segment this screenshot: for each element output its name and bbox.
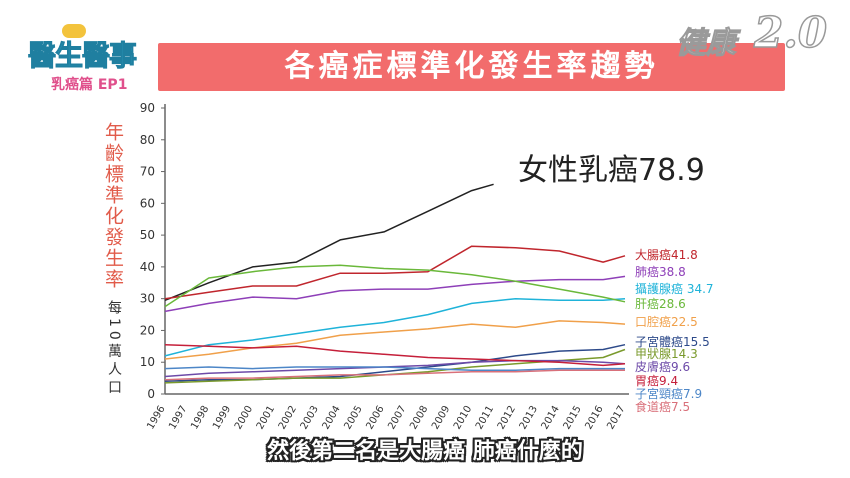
- series-line-口腔癌: [164, 320, 626, 360]
- y-tick-label: 40: [140, 260, 155, 274]
- x-tick-label: 2011: [474, 404, 496, 432]
- y-axis-label: 年齡標準化發生率: [102, 122, 124, 290]
- brand-number: 2.0: [753, 7, 828, 58]
- x-tick-label: 1999: [211, 404, 233, 432]
- chart-title: 各癌症標準化發生率趨勢: [284, 49, 659, 84]
- y-tick-label: 50: [140, 228, 155, 242]
- x-tick-label: 2014: [540, 404, 562, 432]
- x-tick-label: 2005: [342, 404, 364, 432]
- x-tick-label: 2013: [518, 404, 540, 432]
- x-tick-label: 2003: [299, 404, 321, 432]
- y-tick-label: 60: [140, 196, 155, 210]
- series-label: 女性乳癌78.9: [518, 153, 705, 188]
- x-tick-label: 1996: [145, 404, 167, 432]
- x-tick-label: 2010: [452, 404, 474, 432]
- x-tick-label: 2017: [605, 404, 627, 432]
- series-label: 食道癌7.5: [635, 399, 690, 414]
- series-label: 肺癌38.8: [635, 264, 686, 279]
- y-tick-label: 80: [140, 133, 155, 147]
- series-line-攝護腺癌: [164, 297, 626, 357]
- series-line-肝癌: [164, 264, 626, 308]
- series-line-肺癌: [164, 275, 626, 313]
- brand-watermark: 健康 2.0: [676, 7, 846, 61]
- series-label: 皮膚癌9.6: [635, 359, 690, 374]
- series-label: 子宮體癌15.5: [635, 334, 710, 349]
- series-line-大腸癌: [164, 245, 626, 300]
- y-tick-label: 10: [140, 355, 155, 369]
- series-label: 胃癌9.4: [635, 373, 678, 388]
- series-line-皮膚癌: [164, 359, 626, 378]
- series-label: 大腸癌41.8: [635, 247, 698, 262]
- series-line-食道癌: [164, 369, 625, 381]
- x-tick-label: 2008: [408, 404, 430, 432]
- logo-title: 醫生醫事: [27, 39, 137, 73]
- title-banner: 各癌症標準化發生率趨勢: [158, 43, 785, 91]
- y-axis-unit: 每10萬人口: [106, 300, 122, 398]
- x-tick-label: 1997: [167, 404, 189, 432]
- y-tick-label: 20: [140, 323, 155, 337]
- x-tick-label: 2009: [430, 404, 452, 432]
- series-label: 肝癌28.6: [635, 296, 686, 311]
- x-tick-label: 2002: [277, 404, 299, 432]
- y-tick-label: 70: [140, 165, 155, 179]
- speech-bubble-icon: [62, 24, 86, 38]
- y-tick-label: 90: [140, 101, 155, 115]
- video-subtitle: 然後第二名是大腸癌 肺癌什麼的: [267, 439, 583, 464]
- series-line-子宮頸癌: [164, 366, 625, 371]
- series-label: 子宮頸癌7.9: [635, 386, 702, 401]
- x-tick-label: 2012: [496, 404, 518, 432]
- x-tick-label: 2007: [386, 404, 408, 432]
- x-tick-label: 2004: [321, 404, 343, 432]
- x-tick-label: 2016: [583, 404, 605, 432]
- series-label: 口腔癌22.5: [635, 314, 698, 329]
- x-tick-label: 2001: [255, 404, 277, 432]
- x-tick-label: 2000: [233, 404, 255, 432]
- series-line-女性乳癌: [164, 183, 494, 301]
- series-line-胃癌: [164, 343, 626, 367]
- show-logo: 醫生醫事 乳癌篇 EP1: [6, 6, 146, 96]
- logo-episode: 乳癌篇 EP1: [51, 77, 128, 93]
- y-tick-label: 30: [140, 292, 155, 306]
- x-tick-label: 2015: [562, 404, 584, 432]
- x-tick-label: 1998: [189, 404, 211, 432]
- x-tick-label: 2006: [364, 404, 386, 432]
- series-label: 攝護腺癌 34.7: [635, 281, 714, 296]
- y-tick-label: 0: [147, 387, 155, 401]
- y-axis-label-wrap: 年齡標準化發生率: [100, 122, 126, 290]
- series-label: 甲狀腺14.3: [635, 347, 698, 361]
- brand-name: 健康: [676, 26, 737, 62]
